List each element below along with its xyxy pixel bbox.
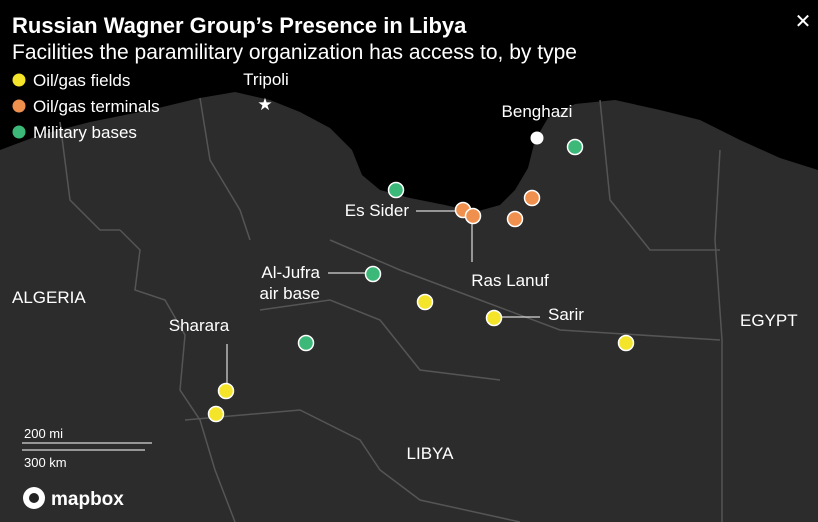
facility-marker xyxy=(485,309,503,327)
scale-label: 200 mi xyxy=(24,426,63,441)
facility-marker xyxy=(207,405,225,423)
country-label: ALGERIA xyxy=(12,288,86,307)
borders xyxy=(59,97,723,522)
legend-swatch xyxy=(12,73,26,87)
facility-marker xyxy=(617,334,635,352)
scale-bar: 200 mi 300 km xyxy=(22,426,152,470)
place-label: air base xyxy=(260,284,320,303)
legend-label: Oil/gas terminals xyxy=(33,97,160,116)
title: Russian Wagner Group’s Presence in Libya xyxy=(12,13,467,38)
legend-swatch xyxy=(12,125,26,139)
place-label: Ras Lanuf xyxy=(471,271,549,290)
place-label: Al-Jufra xyxy=(261,263,320,282)
city-marker xyxy=(530,131,544,145)
facility-marker xyxy=(523,189,541,207)
legend-label: Oil/gas fields xyxy=(33,71,130,90)
facility-marker xyxy=(297,334,315,352)
country-label: EGYPT xyxy=(740,311,798,330)
place-label: Sarir xyxy=(548,305,584,324)
place-label: Tripoli xyxy=(243,70,289,89)
country-label: LIBYA xyxy=(407,444,455,463)
facility-markers xyxy=(207,138,635,423)
facility-marker xyxy=(506,210,524,228)
facility-marker xyxy=(387,181,405,199)
legend-swatch xyxy=(12,99,26,113)
legend-label: Military bases xyxy=(33,123,137,142)
subtitle: Facilities the paramilitary organization… xyxy=(12,41,577,64)
mapbox-logo xyxy=(29,493,39,503)
mapbox-text: mapbox xyxy=(51,489,124,510)
place-label: Benghazi xyxy=(502,102,573,121)
facility-marker xyxy=(217,382,235,400)
scale-label: 300 km xyxy=(24,455,67,470)
land xyxy=(0,92,818,522)
place-label: Sharara xyxy=(169,316,230,335)
facility-marker xyxy=(364,265,382,283)
place-label: Es Sider xyxy=(345,201,410,220)
close-button[interactable]: ✕ xyxy=(795,11,812,33)
facility-marker xyxy=(464,207,482,225)
legend: Oil/gas fields Oil/gas terminals Military … xyxy=(12,71,160,142)
attribution: mapbox xyxy=(23,487,124,510)
facility-marker xyxy=(566,138,584,156)
capital-star: ★ xyxy=(257,95,272,114)
facility-marker xyxy=(416,293,434,311)
